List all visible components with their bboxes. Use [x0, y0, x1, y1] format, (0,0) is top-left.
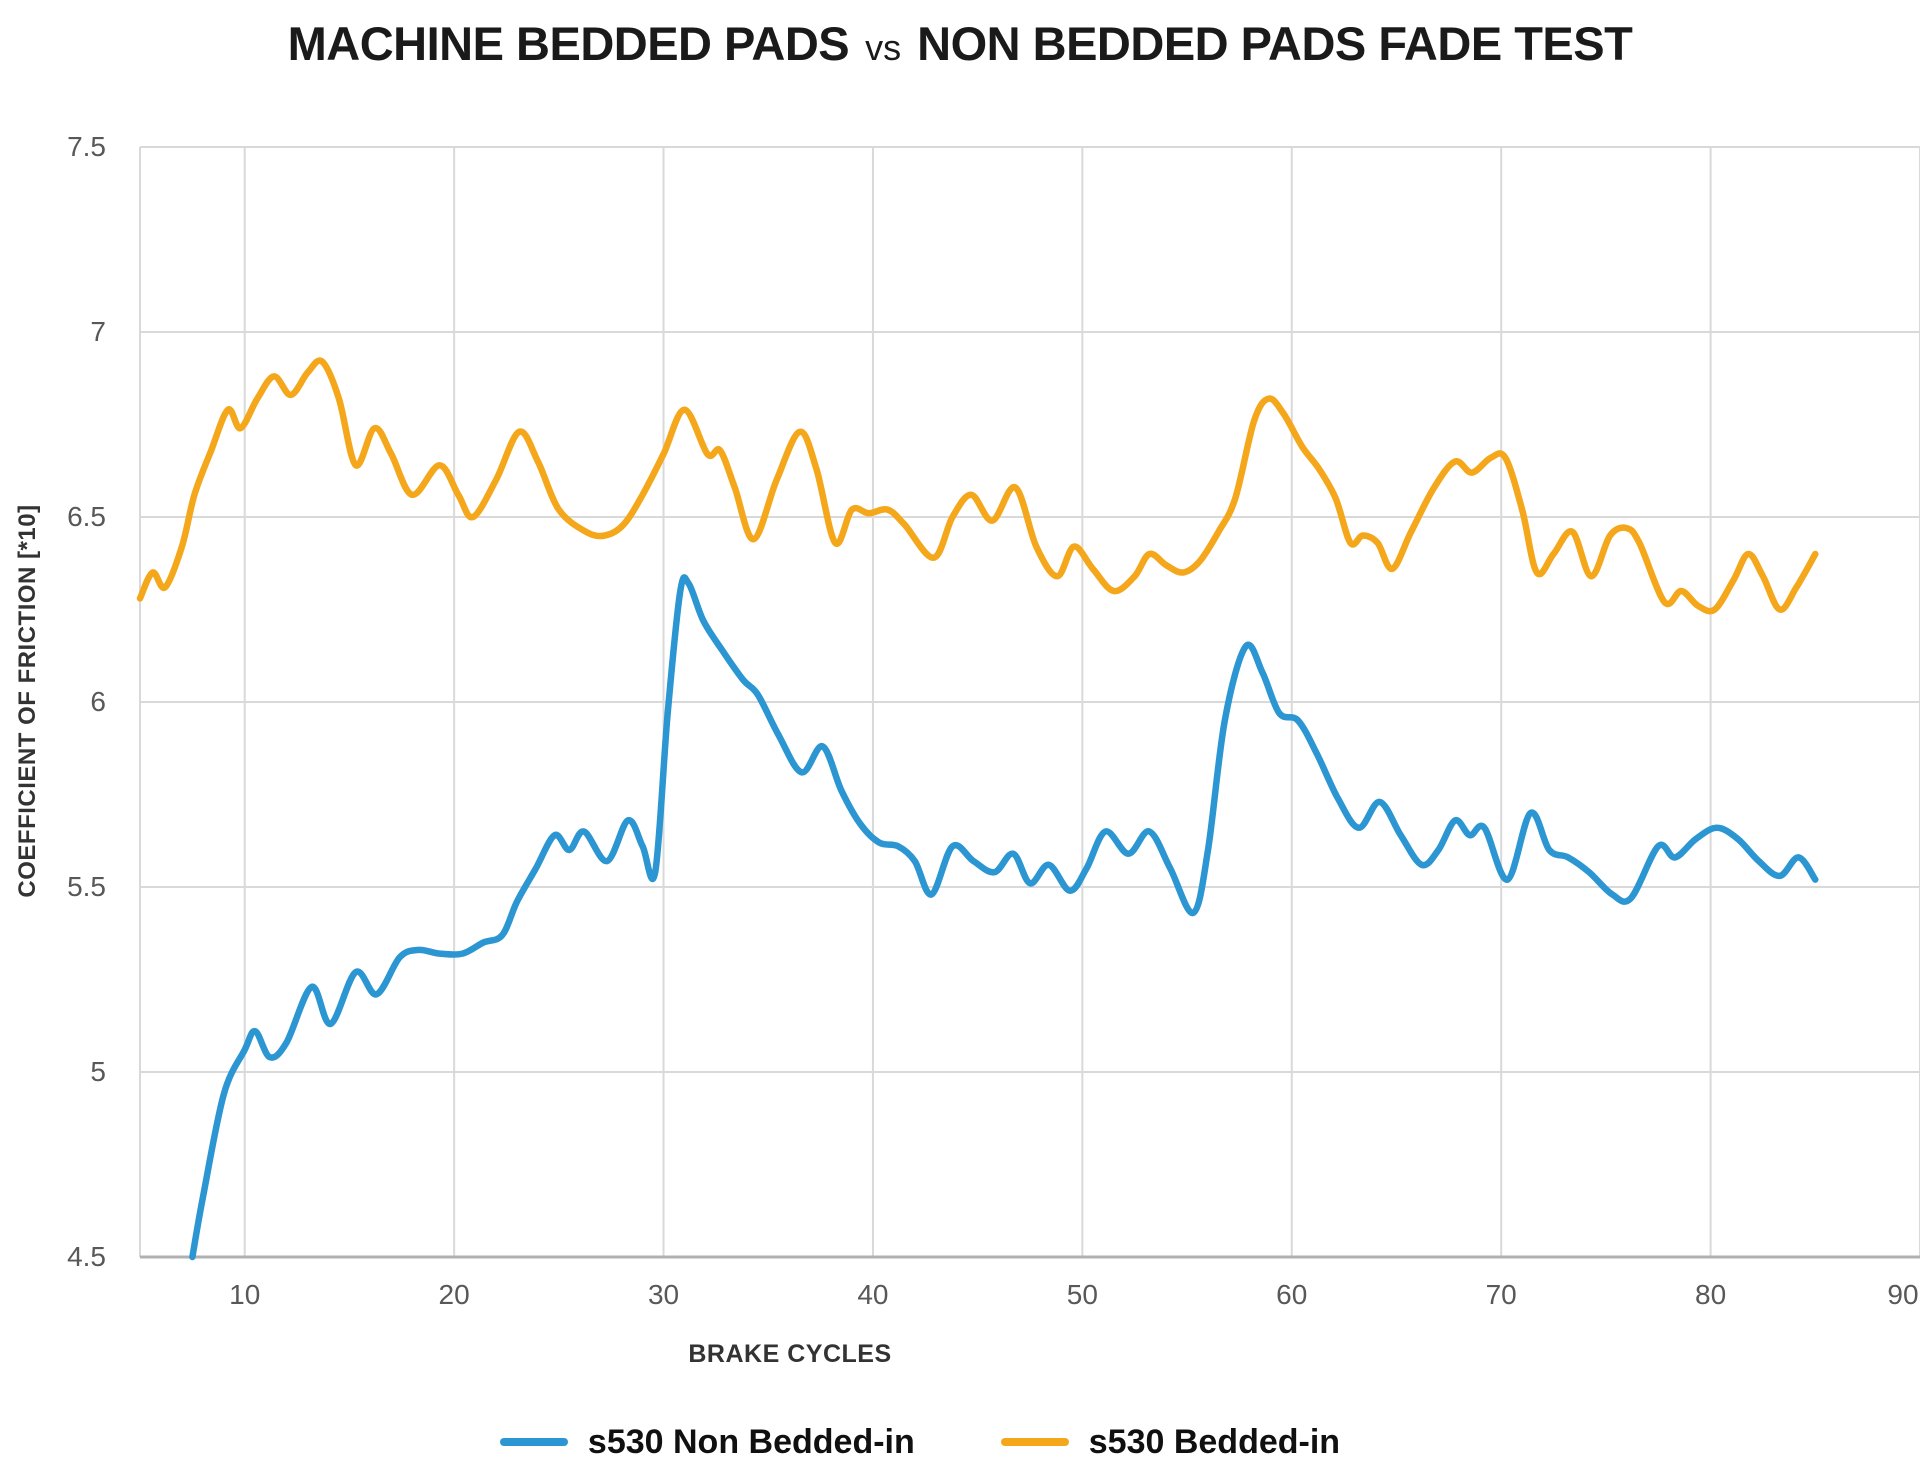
y-tick-label: 6 — [90, 686, 106, 717]
legend-item-bedded: s530 Bedded-in — [1000, 1422, 1341, 1462]
y-tick-label: 7 — [90, 316, 106, 347]
x-tick-label: 10 — [229, 1279, 261, 1310]
x-tick-label: 70 — [1485, 1279, 1517, 1310]
y-axis-title: COEFFICIENT OF FRICTION [*10] — [14, 504, 41, 898]
y-tick-label: 4.5 — [67, 1241, 106, 1272]
y-tick-label: 5 — [90, 1056, 106, 1087]
chart-title: MACHINE BEDDED PADS vs NON BEDDED PADS F… — [0, 16, 1920, 71]
y-tick-label: 7.5 — [67, 131, 106, 162]
legend-label-non-bedded: s530 Non Bedded-in — [587, 1422, 915, 1461]
x-tick-label: 20 — [438, 1279, 470, 1310]
x-tick-label: 30 — [647, 1279, 680, 1310]
x-tick-label: 90 — [1887, 1279, 1919, 1310]
chart-title-separator: vs — [865, 27, 902, 68]
x-tick-label: 60 — [1276, 1279, 1308, 1310]
chart-title-part2: NON BEDDED PADS FADE TEST — [917, 17, 1633, 70]
x-tick-label: 50 — [1066, 1279, 1098, 1310]
x-axis-title: BRAKE CYCLES — [688, 1340, 892, 1368]
legend-swatch-orange-line — [1000, 1438, 1069, 1446]
legend-label-bedded: s530 Bedded-in — [1088, 1422, 1341, 1461]
legend: s530 Non Bedded-in s530 Bedded-in — [0, 1414, 1840, 1470]
x-tick-label: 80 — [1695, 1279, 1727, 1310]
legend-item-non-bedded: s530 Non Bedded-in — [499, 1422, 915, 1462]
y-tick-label: 6.5 — [67, 501, 106, 532]
legend-swatch-blue-line — [499, 1438, 568, 1446]
y-tick-label: 5.5 — [67, 871, 106, 902]
series-line-s530-non-bedded-in — [189, 574, 1819, 1261]
series-line-s530-bedded-in — [136, 357, 1819, 615]
chart-title-part1: MACHINE BEDDED PADS — [287, 17, 850, 70]
x-tick-label: 40 — [857, 1279, 889, 1310]
